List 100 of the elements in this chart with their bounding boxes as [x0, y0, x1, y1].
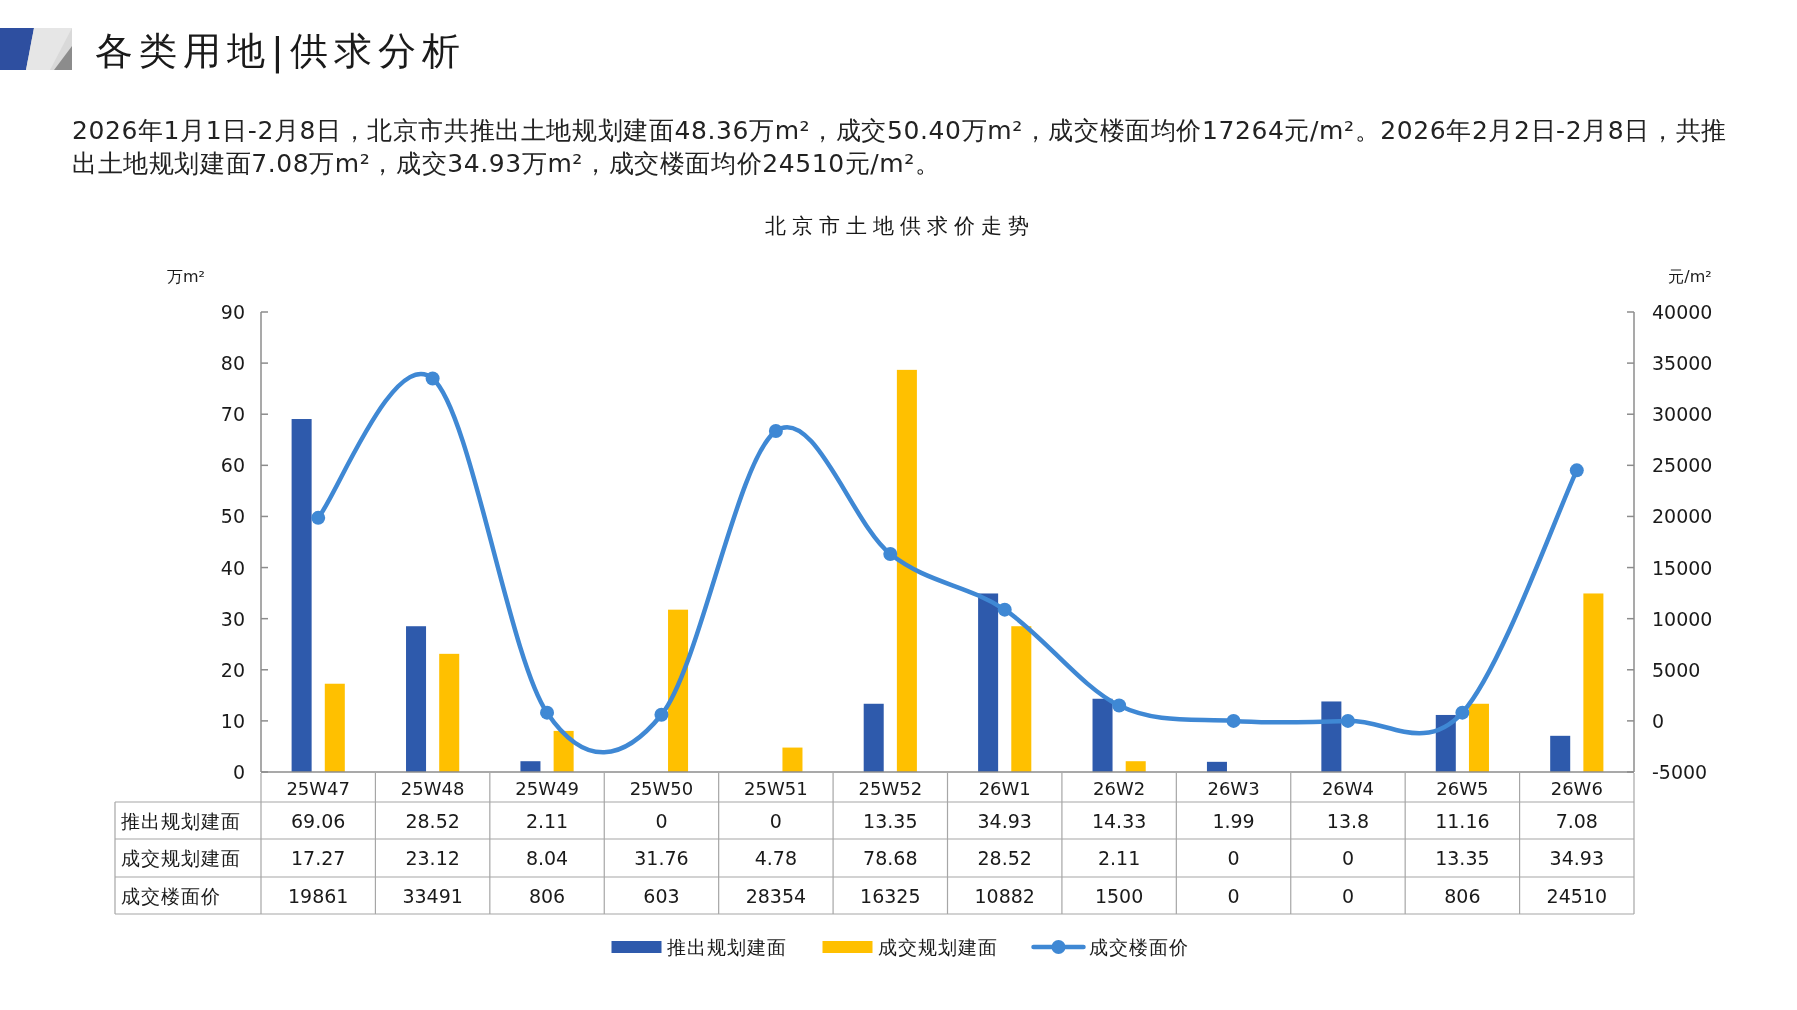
y-tick-label: 30 [220, 607, 245, 630]
x-tick-label: 26W1 [978, 778, 1031, 799]
y2-tick-label: 5000 [1652, 658, 1701, 681]
bar [1583, 593, 1604, 772]
data-label: 28354 [745, 884, 807, 907]
data-label: 23.12 [405, 847, 460, 869]
point [997, 602, 1012, 617]
bar [324, 683, 345, 772]
text: 各类用地|供求分析 [95, 29, 466, 74]
bar [1125, 761, 1146, 772]
data-label: 17.27 [291, 847, 346, 869]
y2-tick-label: 25000 [1652, 454, 1713, 477]
x-tick-label: 26W6 [1550, 778, 1603, 799]
y-tick-label: 80 [220, 352, 245, 375]
bar [406, 626, 427, 772]
y-tick-label: 40 [220, 556, 245, 579]
bar [1092, 698, 1113, 772]
data-label: 0 [1227, 847, 1240, 869]
text: 成交楼面价 [121, 884, 221, 907]
data-label: 0 [1227, 884, 1240, 907]
data-label: 14.33 [1091, 809, 1147, 832]
bar [978, 593, 999, 772]
x-tick-label: 26W3 [1207, 778, 1260, 799]
x-tick-label: 25W49 [515, 778, 579, 799]
data-label: 13.35 [1435, 847, 1490, 869]
bar [439, 653, 460, 772]
x-tick-label: 25W51 [744, 778, 808, 799]
y2-tick-label: 20000 [1652, 505, 1713, 528]
x-tick-label: 26W5 [1436, 778, 1489, 799]
y2-tick-label: 10000 [1652, 607, 1713, 630]
point [425, 371, 440, 386]
point [1112, 698, 1127, 713]
x-tick-label: 25W52 [858, 778, 923, 799]
y2-tick-label: 35000 [1652, 352, 1713, 375]
legend-label: 推出规划建面 [666, 936, 787, 958]
bar [896, 369, 917, 772]
y-tick-label: 50 [220, 505, 245, 528]
point [311, 510, 326, 525]
data-label: 69.06 [291, 809, 346, 832]
data-label: 7.08 [1555, 809, 1598, 832]
data-label: 13.8 [1326, 809, 1370, 832]
bar [291, 419, 312, 772]
point [654, 707, 669, 722]
x-tick-label: 25W50 [629, 778, 694, 799]
data-label: 33491 [402, 884, 463, 907]
data-label: 34.93 [977, 809, 1032, 832]
data-label: 78.68 [863, 847, 918, 869]
bar [1321, 701, 1342, 772]
data-label: 4.78 [754, 847, 798, 869]
y-tick-label: 60 [220, 454, 245, 477]
data-label: 1.99 [1212, 809, 1255, 832]
legend-label: 成交规划建面 [877, 936, 998, 958]
bar [1468, 703, 1489, 772]
data-label: 19861 [287, 884, 349, 907]
x-tick-label: 26W4 [1321, 778, 1375, 799]
y-tick-label: 10 [220, 709, 245, 732]
data-label: 8.04 [525, 847, 569, 869]
bar [520, 761, 541, 772]
chart-title: 北京市土地供求价走势 [765, 214, 1035, 238]
y2-tick-label: 0 [1652, 709, 1665, 732]
data-label: 0 [655, 809, 668, 832]
point [883, 547, 898, 562]
x-tick-label: 26W2 [1093, 778, 1146, 799]
y-axis-title: 万m² [167, 267, 205, 286]
data-label: 1500 [1094, 884, 1144, 907]
data-label: 28.52 [405, 809, 460, 832]
bar [1011, 626, 1032, 772]
data-label: 603 [643, 884, 680, 907]
y-tick-label: 0 [232, 761, 245, 783]
data-label: 13.35 [863, 809, 918, 832]
y2-tick-label: 30000 [1652, 403, 1713, 426]
data-label: 11.16 [1435, 809, 1490, 832]
legend-label: 成交楼面价 [1088, 936, 1189, 958]
x-tick-label: 25W47 [286, 778, 351, 799]
point [1455, 705, 1470, 720]
y-tick-label: 20 [220, 658, 245, 681]
y2-tick-label: 40000 [1652, 301, 1713, 323]
data-label: 24510 [1546, 884, 1608, 907]
data-label: 2.11 [525, 809, 569, 832]
y-tick-label: 70 [220, 403, 245, 426]
data-label: 2.11 [1097, 847, 1141, 869]
bar [782, 747, 803, 772]
data-label: 0 [769, 809, 782, 832]
data-label: 0 [1341, 847, 1355, 869]
data-label: 806 [1444, 884, 1481, 907]
data-label: 806 [528, 884, 566, 907]
y2-tick-label: 15000 [1652, 556, 1713, 579]
y2-axis-title: 元/m² [1668, 267, 1712, 286]
bar [863, 703, 884, 772]
data-label: 16325 [860, 884, 921, 907]
point [1226, 713, 1241, 728]
text: 成交规划建面 [121, 847, 241, 869]
data-label: 34.93 [1549, 847, 1604, 869]
data-label: 31.76 [634, 847, 689, 869]
bar [1550, 735, 1571, 772]
point [1569, 463, 1584, 478]
point [768, 424, 783, 439]
point [1340, 713, 1355, 728]
data-label: 0 [1341, 884, 1355, 907]
bar [668, 609, 689, 772]
